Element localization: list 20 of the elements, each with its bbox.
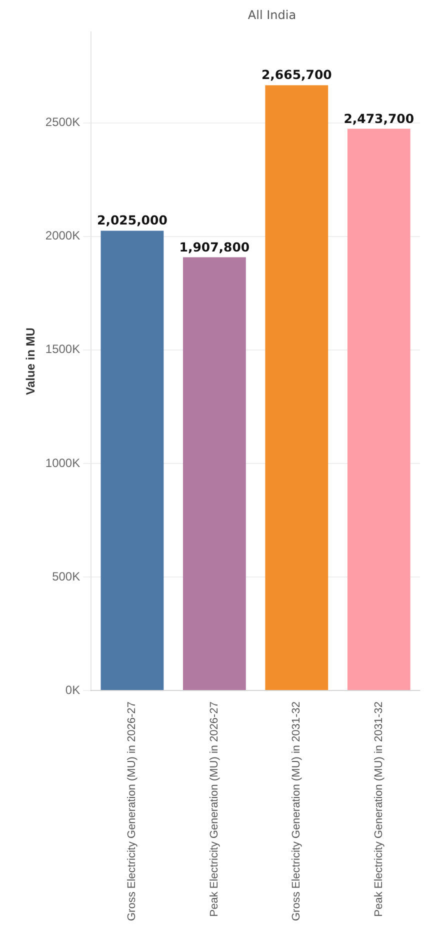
bar xyxy=(265,85,328,690)
x-tick-label: Gross Electricity Generation (MU) in 2026-27 xyxy=(126,702,138,921)
bar xyxy=(347,128,410,690)
bar xyxy=(182,257,246,690)
data-label: 2,665,700 xyxy=(261,67,332,82)
y-axis-title: Value in MU xyxy=(24,328,38,395)
y-tick-label: 500K xyxy=(52,569,80,584)
data-label: 2,025,000 xyxy=(97,212,168,228)
x-tick-label: Peak Electricity Generation (MU) in 2026-27 xyxy=(208,702,220,917)
data-label: 2,473,700 xyxy=(344,110,414,126)
data-label: 1,907,800 xyxy=(179,239,250,254)
y-tick-label: 0K xyxy=(65,682,80,697)
x-tick-label: Peak Electricity Generation (MU) in 2031-32 xyxy=(372,702,385,917)
bar xyxy=(100,230,164,690)
y-tick-label: 2000K xyxy=(45,228,80,243)
x-tick-label: Gross Electricity Generation (MU) in 2031-32 xyxy=(290,702,303,921)
y-tick-label: 1000K xyxy=(45,456,80,470)
chart-title: All India xyxy=(246,8,298,22)
y-tick-label: 1500K xyxy=(45,342,80,356)
y-tick-label: 2500K xyxy=(45,115,80,130)
